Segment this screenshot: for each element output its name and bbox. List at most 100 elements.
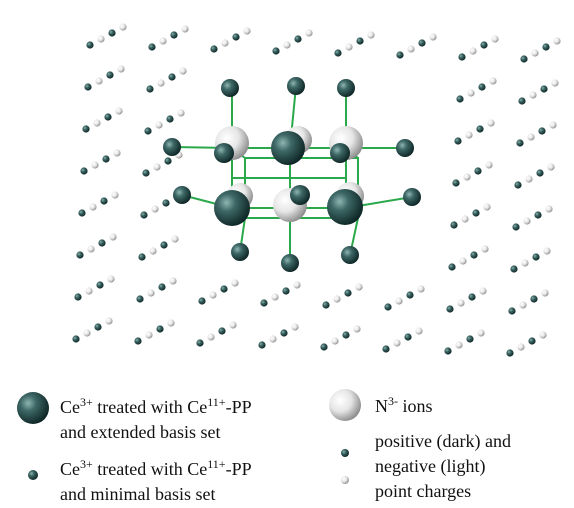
negative-charge xyxy=(83,329,90,336)
legend-text: negative (light) xyxy=(375,456,485,477)
negative-charge xyxy=(527,133,534,140)
positive-charge xyxy=(530,295,537,302)
negative-charge xyxy=(291,323,298,330)
negative-charge xyxy=(491,35,498,42)
negative-charge xyxy=(85,287,92,294)
ce-minimal xyxy=(341,246,359,264)
negative-charge xyxy=(333,295,340,302)
positive-charge xyxy=(528,337,535,344)
positive-charge xyxy=(108,29,115,36)
ce-minimal xyxy=(231,243,249,261)
superscript: 3+ xyxy=(80,395,93,409)
negative-charge xyxy=(521,259,528,266)
negative-charge xyxy=(355,283,362,290)
negative-charge xyxy=(105,317,112,324)
negative-charge xyxy=(209,291,216,298)
positive-charge xyxy=(260,299,267,306)
ce-extended xyxy=(271,131,305,165)
positive-charge xyxy=(320,343,327,350)
positive-charge xyxy=(72,335,79,342)
ce-minimal xyxy=(173,186,191,204)
positive-charge xyxy=(84,83,91,90)
ce-extended xyxy=(214,190,250,226)
legend-positive-charge xyxy=(341,449,349,457)
positive-charge xyxy=(86,41,93,48)
negative-charge xyxy=(549,121,556,128)
text-run: N xyxy=(375,396,388,416)
negative-charge xyxy=(153,163,160,170)
negative-charge xyxy=(469,47,476,54)
negative-charge xyxy=(181,25,188,32)
legend-text: Ce3+ treated with Ce11+-PP xyxy=(60,395,252,417)
negative-charge xyxy=(523,217,530,224)
positive-charge xyxy=(144,127,151,134)
negative-charge xyxy=(145,331,152,338)
positive-charge xyxy=(160,241,167,248)
negative-charge xyxy=(97,35,104,42)
negative-charge xyxy=(231,279,238,286)
negative-charge xyxy=(157,79,164,86)
legend-text: positive (dark) and xyxy=(375,431,511,452)
negative-charge xyxy=(457,299,464,306)
lattice xyxy=(72,23,560,356)
negative-charge xyxy=(489,77,496,84)
positive-charge xyxy=(452,179,459,186)
negative-charge xyxy=(167,319,174,326)
positive-charge xyxy=(510,265,517,272)
positive-charge xyxy=(98,239,105,246)
positive-charge xyxy=(406,291,413,298)
negative-charge xyxy=(407,45,414,52)
negative-charge xyxy=(151,205,158,212)
negative-charge xyxy=(395,297,402,304)
positive-charge xyxy=(232,33,239,40)
positive-charge xyxy=(142,169,149,176)
negative-charge xyxy=(89,203,96,210)
cluster xyxy=(163,77,421,272)
negative-charge xyxy=(91,161,98,168)
ce-extended xyxy=(290,185,310,205)
positive-charge xyxy=(468,293,475,300)
negative-charge xyxy=(367,31,374,38)
positive-charge xyxy=(102,155,109,162)
positive-charge xyxy=(514,181,521,188)
negative-charge xyxy=(531,49,538,56)
ce-extended xyxy=(330,143,350,163)
positive-charge xyxy=(282,287,289,294)
positive-charge xyxy=(80,167,87,174)
positive-charge xyxy=(404,333,411,340)
negative-charge xyxy=(539,331,546,338)
positive-charge xyxy=(382,345,389,352)
positive-charge xyxy=(538,127,545,134)
negative-charge xyxy=(115,107,122,114)
negative-charge xyxy=(117,65,124,72)
negative-charge xyxy=(465,131,472,138)
positive-charge xyxy=(384,303,391,310)
negative-charge xyxy=(243,27,250,34)
positive-charge xyxy=(210,45,217,52)
positive-charge xyxy=(444,347,451,354)
negative-charge xyxy=(109,233,116,240)
positive-charge xyxy=(146,85,153,92)
legend-negative-charge xyxy=(341,476,349,484)
negative-charge xyxy=(519,301,526,308)
negative-charge xyxy=(459,257,466,264)
ce-minimal xyxy=(337,79,355,97)
ce-extended xyxy=(327,189,363,225)
superscript: 3- xyxy=(388,394,398,408)
superscript: 11+ xyxy=(207,457,226,471)
positive-charge xyxy=(134,337,141,344)
positive-charge xyxy=(478,83,485,90)
positive-charge xyxy=(74,293,81,300)
negative-charge xyxy=(171,235,178,242)
legend-text: and extended basis set xyxy=(60,422,220,442)
positive-charge xyxy=(138,253,145,260)
positive-charge xyxy=(450,221,457,228)
negative-charge xyxy=(541,289,548,296)
ce-minimal xyxy=(221,79,239,97)
negative-charge xyxy=(207,333,214,340)
positive-charge xyxy=(220,285,227,292)
negative-charge xyxy=(283,41,290,48)
positive-charge xyxy=(506,349,513,356)
negative-charge xyxy=(229,321,236,328)
negative-charge xyxy=(479,287,486,294)
